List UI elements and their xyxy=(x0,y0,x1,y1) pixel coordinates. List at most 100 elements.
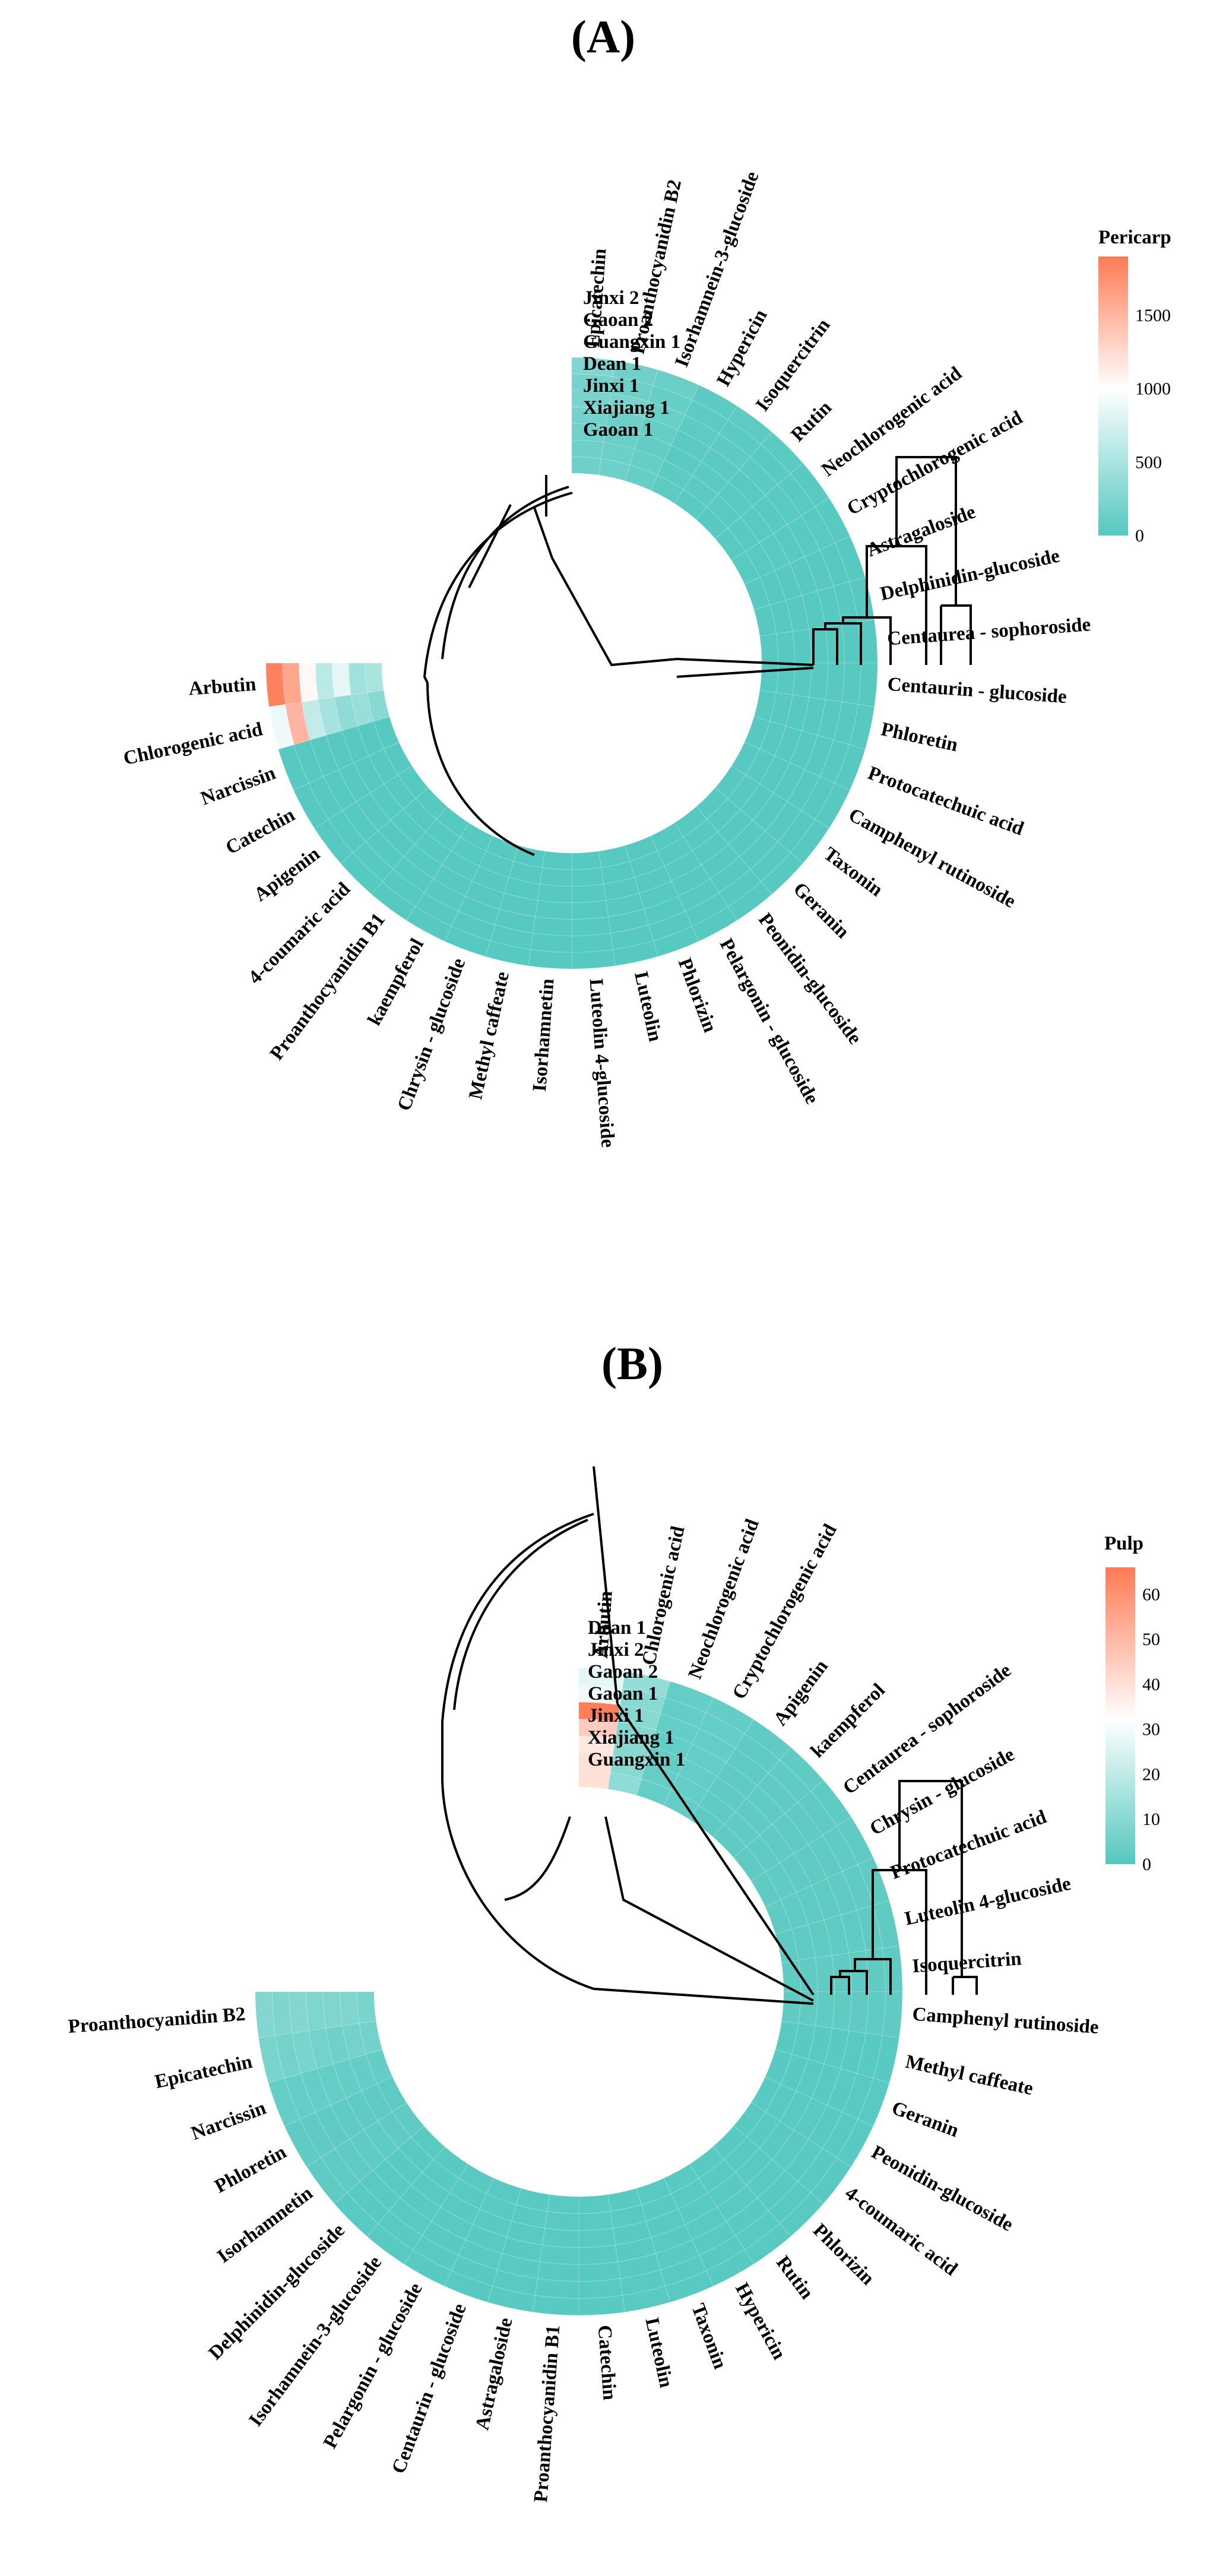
panel-b-dendro-branch xyxy=(504,1816,571,1901)
panel-b-heatmap-cell xyxy=(607,2188,642,2212)
panel-b-legend-tick-label: 0 xyxy=(1142,1855,1151,1874)
panel-b-compound-label: Phlorizin xyxy=(809,2220,879,2290)
panel-b-sample-label: Jinxi 1 xyxy=(588,1705,644,1726)
panel-a-sample-label: Guangxin 1 xyxy=(583,331,680,353)
panel-b-heatmap-cell xyxy=(359,2020,383,2055)
panel-a-heatmap-cell xyxy=(753,604,777,636)
panel-b-heatmap-cell xyxy=(289,1991,309,2033)
panel-a-sample-label: Dean 1 xyxy=(583,353,641,375)
panel-b-heatmap-cell xyxy=(689,2146,725,2179)
panel-a-compound-label: Centaurin - glucoside xyxy=(887,674,1067,708)
panel-a-heatmap-cell xyxy=(348,663,368,695)
panel-a-heatmap-cell xyxy=(792,629,812,664)
panel-b-compound-label: Isorhamnein-3-glucoside xyxy=(245,2252,386,2430)
panel-b-heatmap-cell xyxy=(733,2102,766,2138)
panel-a-heatmap-cell xyxy=(299,663,319,702)
panel-a-dendro-branch xyxy=(533,507,553,559)
panel-b-heatmap-cell xyxy=(433,2146,469,2179)
panel-b-dendro-branch xyxy=(593,1466,619,1704)
panel-a-heatmap-cell xyxy=(571,867,604,887)
panel-a-heatmap-cell xyxy=(571,883,606,903)
panel-b-heatmap-cell xyxy=(775,1929,799,1963)
panel-a-heatmap-cell xyxy=(695,787,728,820)
panel-b-heatmap-cell xyxy=(366,2049,393,2084)
panel-a-heatmap-cell xyxy=(533,916,572,936)
panel-a-compound-label: kaempferol xyxy=(364,935,429,1029)
panel-b-sample-dendrogram xyxy=(830,1780,978,1995)
panel-b-sample-label: Jinxi 2 xyxy=(588,1639,644,1661)
panel-a-heatmap-cell xyxy=(397,765,429,799)
panel-a-heatmap-cell xyxy=(315,663,335,700)
panel-b-heatmap-cell xyxy=(578,2244,618,2265)
panel-a-legend-ticks: 1500 1000 500 0 xyxy=(1128,306,1171,546)
panel-b-dendro-branch xyxy=(441,1780,814,2005)
panel-a-heatmap-cell xyxy=(542,851,572,870)
panel-a-sample-label: Gaoan 2 xyxy=(583,309,653,331)
panel-a-chart: (A) Epicatechin Proanthocyanidin B2Isorha… xyxy=(122,11,1171,1148)
panel-a-heatmap-cell xyxy=(513,845,545,868)
panel-b-heatmap-cell xyxy=(411,2125,445,2160)
panel-b-heatmap-ring xyxy=(255,1668,903,2316)
panel-a-heatmap-cell xyxy=(809,626,828,664)
panel-b-compound-label: Luteolin xyxy=(641,2316,677,2390)
panel-b-heatmap-cell xyxy=(750,2076,781,2112)
panel-b-heatmap-cell xyxy=(340,1991,360,2026)
panel-a-heatmap-cell xyxy=(674,806,708,838)
panel-a-heatmap-cell xyxy=(373,716,400,750)
panel-a-compound-label: Luteolin 4-glucoside xyxy=(585,978,618,1148)
panel-a-legend-tick-label: 1000 xyxy=(1135,379,1171,399)
panel-a-heatmap-cell xyxy=(759,663,779,693)
panel-b-heatmap-cell xyxy=(712,1824,747,1858)
panel-b-legend-tick-label: 40 xyxy=(1142,1675,1160,1694)
panel-b-heatmap-cell xyxy=(578,2194,611,2214)
panel-a-heatmap-cell xyxy=(598,845,631,868)
panel-a-label: (A) xyxy=(571,11,635,62)
panel-b-compound-label: Geranin xyxy=(889,2097,962,2142)
panel-a-sample-dendro-branch xyxy=(940,604,972,665)
panel-a-dendro-branch xyxy=(441,486,569,660)
panel-a-dendro-branch xyxy=(426,682,535,856)
panel-b-compound-label: Taxonin xyxy=(687,2301,731,2372)
panel-b-legend-ticks: 60 50 40 30 20 10 0 xyxy=(1135,1585,1160,1874)
panel-b-heatmap-cell xyxy=(781,1960,801,1992)
panel-b-heatmap-cell xyxy=(636,1779,671,1806)
panel-b-compound-label: Rutin xyxy=(772,2252,818,2303)
panel-b-legend-title: Pulp xyxy=(1104,1533,1143,1554)
panel-a-compound-label: Arbutin xyxy=(188,674,256,700)
panel-a-compound-label: Luteolin xyxy=(630,969,666,1043)
panel-b-heatmap-cell xyxy=(815,1991,835,2029)
panel-b-compound-label: Chlorogenic acid xyxy=(638,1524,689,1667)
panel-a-heatmap-cell xyxy=(485,835,519,862)
panel-b-compound-label: kaempferol xyxy=(807,1680,889,1762)
panel-b-heatmap-cell xyxy=(578,2228,616,2248)
panel-a-heatmap-cell xyxy=(365,663,384,693)
panel-b-dendro-branch xyxy=(616,1703,815,1996)
panel-b-heatmap-cell xyxy=(848,1991,869,2033)
panel-a-heatmap-cell xyxy=(775,663,796,695)
panel-a-compound-label: Chlorogenic acid xyxy=(122,718,265,769)
panel-b-heatmap-cell xyxy=(392,2102,424,2138)
panel-a-dendro-branch xyxy=(423,492,573,683)
panel-b-sample-label: Dean 1 xyxy=(588,1617,646,1639)
panel-b-sample-dendro-branch xyxy=(839,1970,868,1995)
panel-b-heatmap-cell xyxy=(357,1991,376,2024)
panel-b-heatmap-cell xyxy=(306,1991,327,2031)
panel-a-heatmap-cell xyxy=(825,663,845,702)
panel-b-heatmap-cell xyxy=(544,2211,579,2231)
panel-b-compound-label: Proanthocyanidin B2 xyxy=(68,2004,246,2038)
panel-b-compound-label: Apigenin xyxy=(769,1656,832,1729)
panel-b-sample-dendro-branch xyxy=(898,1780,963,1977)
panel-a-compound-label: Hypericin xyxy=(713,306,772,390)
panel-a-heatmap-cell xyxy=(571,456,601,476)
panel-a-legend-title: Pericarp xyxy=(1098,227,1171,248)
panel-b-heatmap-cell xyxy=(663,2163,699,2194)
panel-b-heatmap-cell xyxy=(542,2228,579,2248)
panel-b-sample-label: Gaoan 1 xyxy=(588,1683,658,1704)
panel-a-heatmap-cell xyxy=(571,900,609,920)
panel-a-compound-label: Catechin xyxy=(222,804,298,859)
panel-a-sample-label: Jinxi 2 xyxy=(583,287,639,309)
panel-b-heatmap-cell xyxy=(547,2194,579,2214)
panel-b-compound-label: Proanthocyanidin B1 xyxy=(530,2324,564,2503)
